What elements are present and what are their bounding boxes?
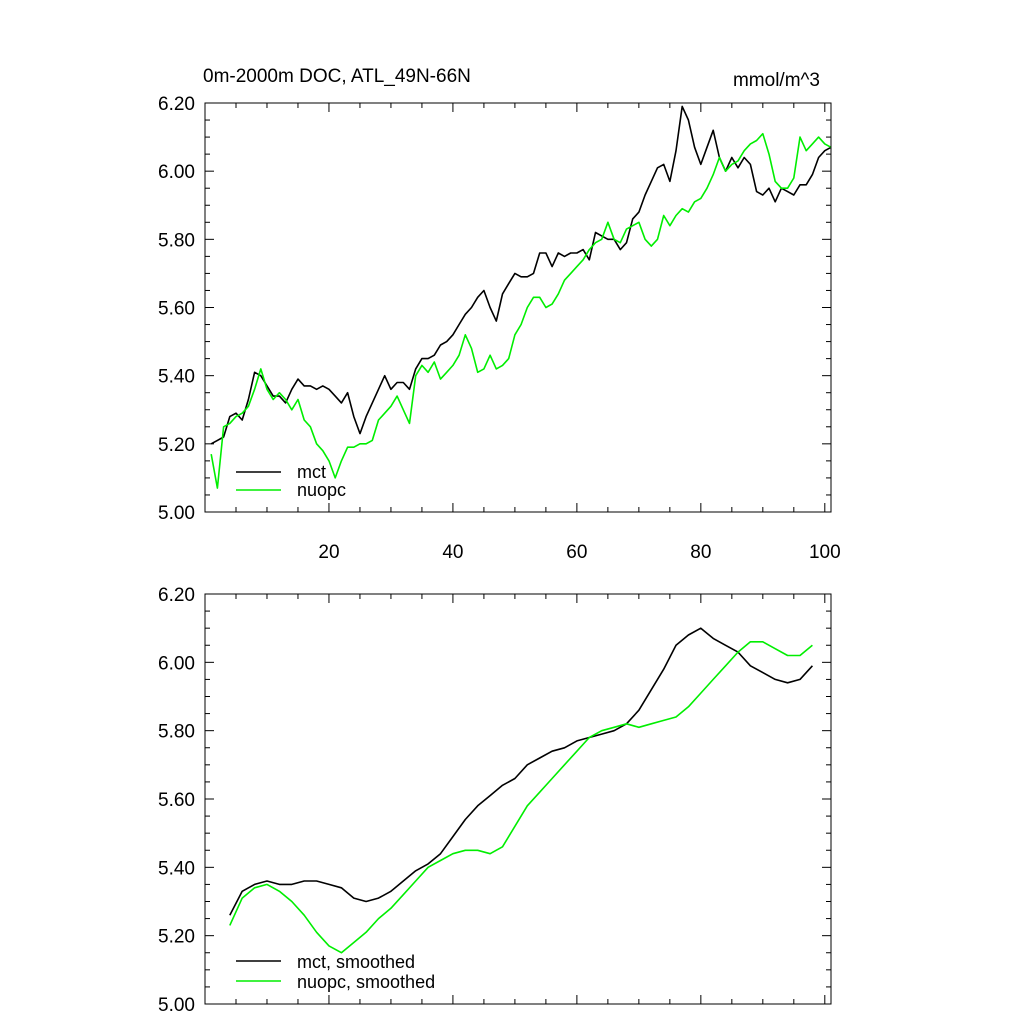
legend-label-nuopc: nuopc bbox=[297, 480, 346, 500]
series-line-nuopc bbox=[210, 132, 832, 489]
y-tick-label: 5.60 bbox=[158, 790, 195, 811]
bottom-panel-series bbox=[229, 627, 813, 954]
bottom-panel-frame bbox=[204, 593, 832, 1005]
top-panel: 0m-2000m DOC, ATL_49N-66N mmol/m^3 5.005… bbox=[158, 66, 841, 563]
y-tick-label: 5.80 bbox=[158, 722, 195, 743]
y-tick-label: 5.40 bbox=[158, 858, 195, 879]
y-tick-label: 5.00 bbox=[158, 995, 195, 1016]
y-tick-label: 5.40 bbox=[158, 367, 195, 388]
top-panel-units: mmol/m^3 bbox=[733, 70, 820, 91]
x-tick-label: 60 bbox=[566, 542, 587, 563]
top-panel-ticks: 5.00 5.20 5.40 5.60 5.80 6.00 6.20 20 40 60 80 100 bbox=[158, 94, 841, 563]
top-panel-series bbox=[210, 105, 832, 489]
y-tick-label: 5.20 bbox=[158, 435, 195, 456]
top-panel-frame bbox=[204, 102, 832, 513]
bottom-panel-legend: mct, smoothed nuopc, smoothed bbox=[236, 952, 435, 992]
y-tick-label: 6.20 bbox=[158, 94, 195, 115]
series-line-mct bbox=[210, 105, 832, 445]
y-tick-label: 5.80 bbox=[158, 230, 195, 251]
bottom-panel-ticks: 5.00 5.20 5.40 5.60 5.80 6.00 6.20 bbox=[158, 585, 831, 1016]
bottom-panel: 5.00 5.20 5.40 5.60 5.80 6.00 6.20 mct, smooth… bbox=[158, 585, 832, 1016]
y-tick-label: 5.60 bbox=[158, 299, 195, 320]
x-tick-label: 20 bbox=[318, 542, 339, 563]
top-panel-title: 0m-2000m DOC, ATL_49N-66N bbox=[203, 66, 471, 87]
x-tick-label: 100 bbox=[809, 542, 841, 563]
legend-label-nuopc-smoothed: nuopc, smoothed bbox=[297, 972, 435, 992]
x-tick-label: 40 bbox=[442, 542, 463, 563]
y-tick-label: 6.00 bbox=[158, 653, 195, 674]
y-tick-label: 5.00 bbox=[158, 503, 195, 524]
x-tick-label: 80 bbox=[690, 542, 711, 563]
legend-label-mct: mct bbox=[297, 462, 326, 482]
y-tick-label: 5.20 bbox=[158, 927, 195, 948]
y-tick-label: 6.20 bbox=[158, 585, 195, 606]
y-tick-label: 6.00 bbox=[158, 162, 195, 183]
series-line-nuopc-smoothed bbox=[229, 640, 813, 954]
series-line-mct-smoothed bbox=[229, 627, 813, 916]
top-panel-legend: mct nuopc bbox=[236, 462, 346, 500]
legend-label-mct-smoothed: mct, smoothed bbox=[297, 952, 415, 972]
